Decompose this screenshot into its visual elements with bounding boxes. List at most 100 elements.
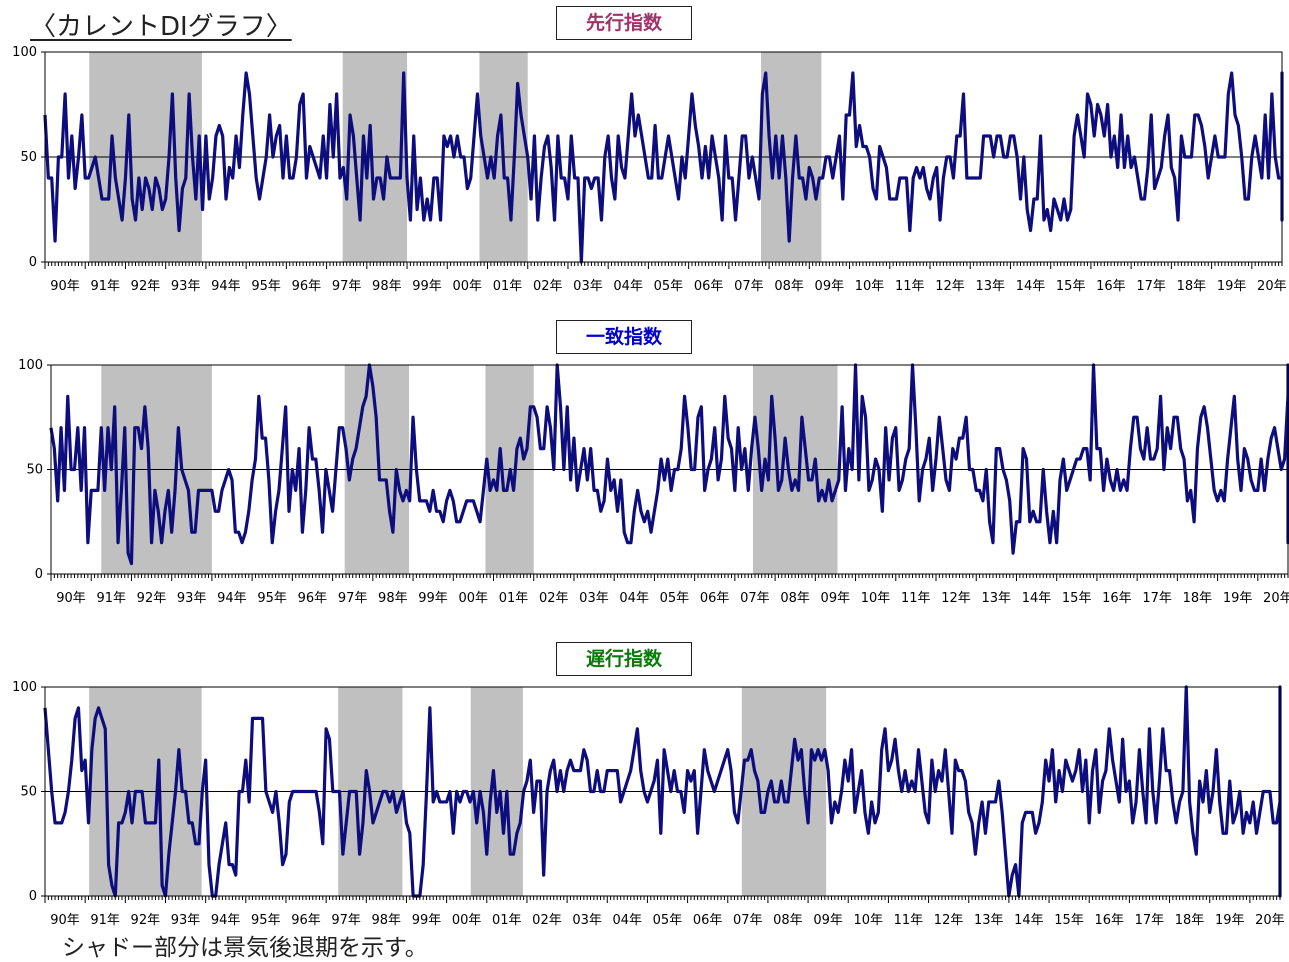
xtick-label-leading: 03年 <box>573 279 603 294</box>
xtick-label-coincident: 99年 <box>418 591 448 606</box>
page-title: 〈カレントDIグラフ〉 <box>30 12 292 42</box>
xtick-label-lagging: 08年 <box>773 913 803 928</box>
xtick-label-coincident: 08年 <box>780 591 810 606</box>
xtick-label-leading: 10年 <box>855 279 885 294</box>
xtick-label-lagging: 06年 <box>693 913 723 928</box>
xtick-label-lagging: 20年 <box>1255 913 1285 928</box>
xtick-label-leading: 99年 <box>412 279 442 294</box>
xtick-label-lagging: 97年 <box>331 913 361 928</box>
xtick-label-leading: 05年 <box>654 279 684 294</box>
xtick-label-coincident: 07年 <box>740 591 770 606</box>
xtick-label-leading: 14年 <box>1016 279 1046 294</box>
xtick-label-coincident: 17年 <box>1142 591 1172 606</box>
xtick-label-coincident: 11年 <box>901 591 931 606</box>
xtick-label-coincident: 20年 <box>1263 591 1289 606</box>
xtick-label-lagging: 16年 <box>1094 913 1124 928</box>
xtick-label-leading: 02年 <box>533 279 563 294</box>
xtick-label-coincident: 98年 <box>378 591 408 606</box>
xtick-label-leading: 12年 <box>935 279 965 294</box>
xtick-label-lagging: 00年 <box>452 913 482 928</box>
xtick-label-lagging: 18年 <box>1175 913 1205 928</box>
ytick-label-lagging: 50 <box>20 785 37 800</box>
series-line-coincident <box>49 363 1289 566</box>
xtick-label-leading: 95年 <box>251 279 281 294</box>
ytick-label-coincident: 100 <box>18 358 43 373</box>
xtick-label-leading: 92年 <box>131 279 161 294</box>
xtick-label-coincident: 90年 <box>56 591 86 606</box>
xtick-label-leading: 18年 <box>1177 279 1207 294</box>
xtick-label-leading: 91年 <box>90 279 120 294</box>
xtick-label-lagging: 98年 <box>372 913 402 928</box>
xtick-label-lagging: 93年 <box>171 913 201 928</box>
xtick-label-lagging: 13年 <box>974 913 1004 928</box>
chart-title-lagging: 遅行指数 <box>556 642 692 676</box>
xtick-label-coincident: 93年 <box>177 591 207 606</box>
xtick-label-leading: 08年 <box>774 279 804 294</box>
xtick-label-coincident: 09年 <box>821 591 851 606</box>
xtick-label-coincident: 15年 <box>1062 591 1092 606</box>
xtick-label-leading: 98年 <box>372 279 402 294</box>
footnote: シャドー部分は景気後退期を示す。 <box>62 935 428 961</box>
xtick-label-lagging: 12年 <box>934 913 964 928</box>
xtick-label-lagging: 02年 <box>532 913 562 928</box>
xtick-label-leading: 94年 <box>211 279 241 294</box>
xtick-label-leading: 06年 <box>694 279 724 294</box>
ytick-label-leading: 100 <box>12 45 37 60</box>
xtick-label-lagging: 09年 <box>813 913 843 928</box>
xtick-label-leading: 97年 <box>332 279 362 294</box>
xtick-label-coincident: 14年 <box>1022 591 1052 606</box>
ytick-label-lagging: 0 <box>29 889 37 904</box>
xtick-label-lagging: 07年 <box>733 913 763 928</box>
xtick-label-leading: 00年 <box>453 279 483 294</box>
xtick-label-leading: 09年 <box>815 279 845 294</box>
xtick-label-coincident: 96年 <box>298 591 328 606</box>
xtick-label-lagging: 99年 <box>412 913 442 928</box>
xtick-label-leading: 07年 <box>734 279 764 294</box>
xtick-label-lagging: 92年 <box>131 913 161 928</box>
xtick-label-coincident: 10年 <box>861 591 891 606</box>
xtick-label-lagging: 15年 <box>1054 913 1084 928</box>
xtick-label-leading: 93年 <box>171 279 201 294</box>
xtick-label-lagging: 90年 <box>50 913 80 928</box>
xtick-label-leading: 11年 <box>895 279 925 294</box>
chart-lagging: 0 50 100 90年 91年 92年 93年 94年 95年 96年 97年 98年 99年 00年 0… <box>12 680 1284 928</box>
xtick-label-coincident: 01年 <box>499 591 529 606</box>
xtick-label-leading: 13年 <box>975 279 1005 294</box>
xtick-label-lagging: 10年 <box>853 913 883 928</box>
xtick-label-coincident: 95年 <box>257 591 287 606</box>
xtick-label-coincident: 06年 <box>700 591 730 606</box>
xtick-label-lagging: 94年 <box>211 913 241 928</box>
xtick-label-coincident: 13年 <box>981 591 1011 606</box>
xtick-label-leading: 17年 <box>1136 279 1166 294</box>
xtick-label-leading: 19年 <box>1217 279 1247 294</box>
xtick-label-leading: 15年 <box>1056 279 1086 294</box>
xtick-label-lagging: 03年 <box>572 913 602 928</box>
xtick-label-coincident: 18年 <box>1183 591 1213 606</box>
xtick-label-coincident: 91年 <box>96 591 126 606</box>
xtick-label-coincident: 92年 <box>137 591 167 606</box>
xtick-label-lagging: 91年 <box>90 913 120 928</box>
xtick-label-leading: 16年 <box>1096 279 1126 294</box>
xtick-label-lagging: 05年 <box>653 913 683 928</box>
xtick-label-lagging: 95年 <box>251 913 281 928</box>
xtick-label-lagging: 11年 <box>894 913 924 928</box>
xtick-label-lagging: 96年 <box>291 913 321 928</box>
xtick-label-leading: 90年 <box>50 279 80 294</box>
xtick-label-coincident: 02年 <box>539 591 569 606</box>
xtick-label-leading: 01年 <box>493 279 523 294</box>
ytick-label-lagging: 100 <box>12 680 37 695</box>
xtick-label-coincident: 19年 <box>1223 591 1253 606</box>
xtick-label-coincident: 04年 <box>619 591 649 606</box>
xtick-label-coincident: 16年 <box>1102 591 1132 606</box>
xtick-label-coincident: 05年 <box>660 591 690 606</box>
xtick-label-lagging: 14年 <box>1014 913 1044 928</box>
chart-leading: 0 50 100 90年 91年 92年 93年 94年 95年 96年 97年 98年 99年 00年 0… <box>12 45 1286 294</box>
ytick-label-coincident: 0 <box>35 567 43 582</box>
chart-title-leading: 先行指数 <box>556 6 692 40</box>
xtick-label-coincident: 97年 <box>338 591 368 606</box>
xtick-label-coincident: 94年 <box>217 591 247 606</box>
xtick-label-lagging: 17年 <box>1135 913 1165 928</box>
chart-title-coincident: 一致指数 <box>556 320 692 354</box>
xtick-label-coincident: 12年 <box>941 591 971 606</box>
